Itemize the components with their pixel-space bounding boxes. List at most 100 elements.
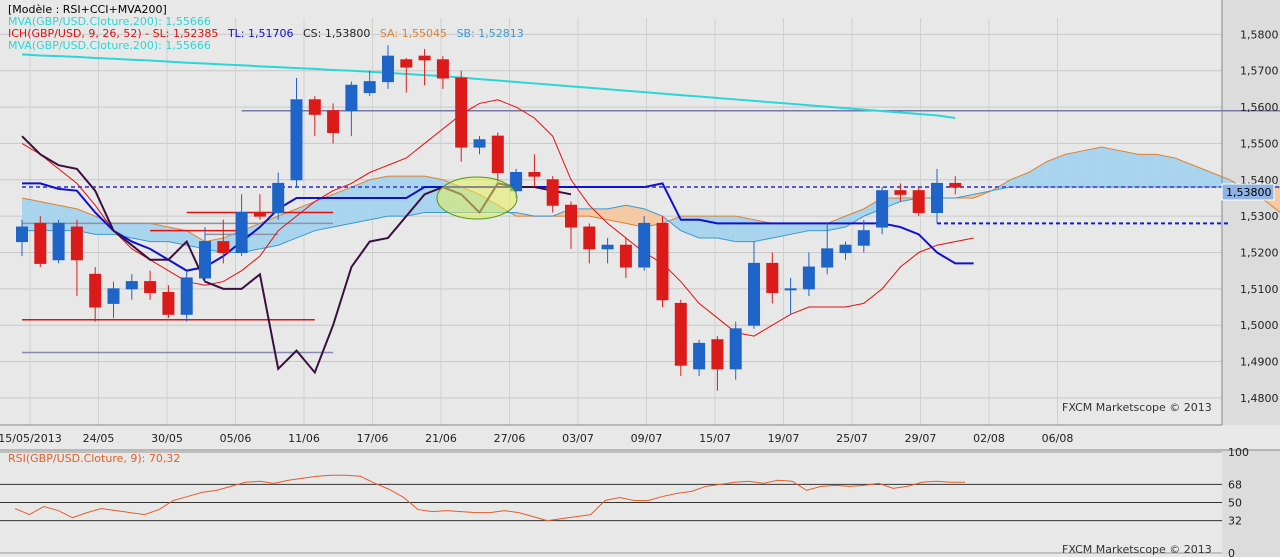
candle-bear [34,222,47,264]
time-tick-label: 25/07 [836,432,868,445]
rsi-pane-background [0,450,1280,557]
candle-bear [674,302,687,366]
candle-bull [363,81,376,94]
time-tick-label: 17/06 [357,432,389,445]
candle-bear [455,77,468,148]
candle-bear [418,55,431,61]
cloud-segment [351,179,370,224]
cloud-segment [772,223,791,238]
cloud-segment [644,208,663,228]
candle-bear [711,339,724,370]
time-tick-label: 15/05/2013 [0,432,62,445]
header-line-mva-2: MVA(GBP/USD.Cloture,200): 1,55666 [8,39,211,52]
candle-bull [199,241,211,279]
candle-bear [583,226,596,250]
candle-bull [821,248,834,268]
highlight-ellipse [436,176,518,220]
candle-bull [876,190,889,228]
time-tick-label: 09/07 [631,432,663,445]
candle-bull [473,139,486,148]
rsi-level-label: 68 [1228,478,1242,491]
cloud-segment [1193,165,1212,188]
candle-bull [235,212,248,253]
price-tag [1221,183,1275,201]
mva-200-line [21,53,956,119]
price-tick-label: 1,5700 [1240,65,1279,78]
price-tick-label: 1,5300 [1240,210,1279,223]
cloud-segment [625,205,645,228]
candle-bull [107,288,120,304]
time-tick-label: 11/06 [288,432,320,445]
cloud-segment [296,201,315,238]
price-axis [1222,0,1280,425]
price-tick-label: 1,5100 [1240,283,1279,296]
cloud-segment [680,216,700,238]
candle-bear [949,182,962,188]
time-tick-label: 05/06 [220,432,252,445]
cloud-segment [131,223,151,242]
cloud-segment [259,216,279,249]
candle-bear [894,190,907,195]
price-tick-label: 1,5200 [1240,246,1279,259]
ich-sa: SA: 1,55045 [380,27,447,40]
header-line-mva: MVA(GBP/USD.Cloture,200): 1,55666 [8,15,211,28]
candle-bull [382,55,394,83]
ich-sb: SB: 1,52813 [457,27,524,40]
cloud-segment [808,223,828,231]
ich-cs: CS: 1,53800 [303,27,370,40]
candle-bull [345,84,358,112]
candle-bull [638,222,651,268]
cloud-segment [1101,147,1120,188]
candle-bull [510,172,523,192]
time-tick-label: 06/08 [1042,432,1074,445]
candle-bear [528,172,541,177]
candle-bull [180,277,193,315]
cloud-segment [735,216,754,242]
cloud-segment [150,223,169,242]
cloud-segment [1028,161,1047,188]
rsi-axis [1222,450,1280,557]
cloud-segment [1083,147,1102,188]
watermark-main: FXCM Marketscope © 2013 [1062,401,1212,414]
cloud-segment [95,216,114,235]
candle-bull [729,328,742,370]
candle-bull [748,262,760,326]
rsi-line [14,474,965,522]
candle-bull [784,288,797,291]
rsi-level-label: 0 [1228,547,1235,557]
candle-bear [656,222,669,301]
cloud-segment [1120,150,1139,188]
candle-bear [912,190,925,214]
price-tick-label: 1,5000 [1240,319,1279,332]
cloud-segment [22,197,41,231]
kijun-sen-line [21,99,974,337]
candle-bull [601,244,614,250]
candle-bear [70,226,83,261]
ich-tl: TL: 1,51706 [227,27,294,40]
cloud-segment [278,208,297,246]
candle-bear [565,204,577,228]
time-tick-label: 29/07 [905,432,937,445]
time-tick-label: 03/07 [562,432,594,445]
time-tick-label: 30/05 [151,432,183,445]
price-tick-label: 1,4900 [1240,356,1279,369]
time-tick-label: 24/05 [83,432,115,445]
cloud-segment [717,216,736,242]
price-tick-label: 1,5500 [1240,137,1279,150]
candle-bear [162,291,175,315]
price-tag-label: 1,53800 [1226,186,1272,199]
candle-bear [144,281,157,293]
candle-bull [125,281,138,290]
cloud-segment [1138,154,1157,188]
cloud-segment [1211,172,1230,188]
candle-bear [436,59,449,79]
candle-bear [253,212,266,217]
candle-bull [693,342,706,370]
time-tick-label: 27/06 [494,432,526,445]
candle-bull [857,230,870,246]
candle-bull [290,99,303,181]
cloud-segment [1010,172,1029,188]
candle-bull [52,222,65,261]
cloud-segment [168,227,187,246]
cloud-segment [388,176,407,217]
